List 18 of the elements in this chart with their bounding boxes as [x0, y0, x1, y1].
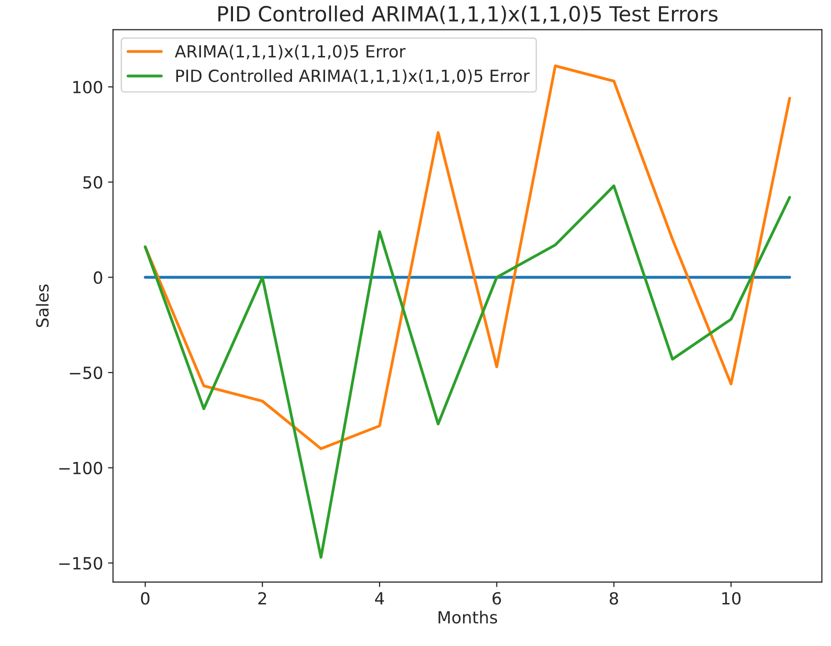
y-tick-label: 0: [94, 271, 102, 284]
x-tick-label: 2: [258, 592, 266, 604]
x-tick-label: 0: [141, 592, 150, 605]
y-tick-label: −100: [59, 462, 102, 474]
y-tick-label: 100: [73, 80, 102, 94]
x-tick-label: 4: [375, 592, 384, 604]
chart-title: PID Controlled ARIMA(1,1,1)x(1,1,0)5 Test Errors: [218, 6, 718, 24]
y-tick-label: −50: [70, 366, 102, 380]
y-axis-title: Sales: [36, 284, 49, 327]
x-axis-title: Months: [438, 610, 498, 624]
line-series: [144, 184, 792, 559]
y-tick-label: 50: [83, 176, 102, 189]
y-tick-label: −150: [59, 556, 102, 570]
x-tick-label: 8: [610, 592, 618, 605]
legend-label: ARIMA(1,1,1)x(1,1,0)5 Error: [174, 44, 406, 60]
x-tick-label: 6: [492, 592, 501, 605]
legend-label: PID Controlled ARIMA(1,1,1)x(1,1,0)5 Error: [176, 69, 530, 84]
x-tick-label: 10: [722, 592, 741, 605]
